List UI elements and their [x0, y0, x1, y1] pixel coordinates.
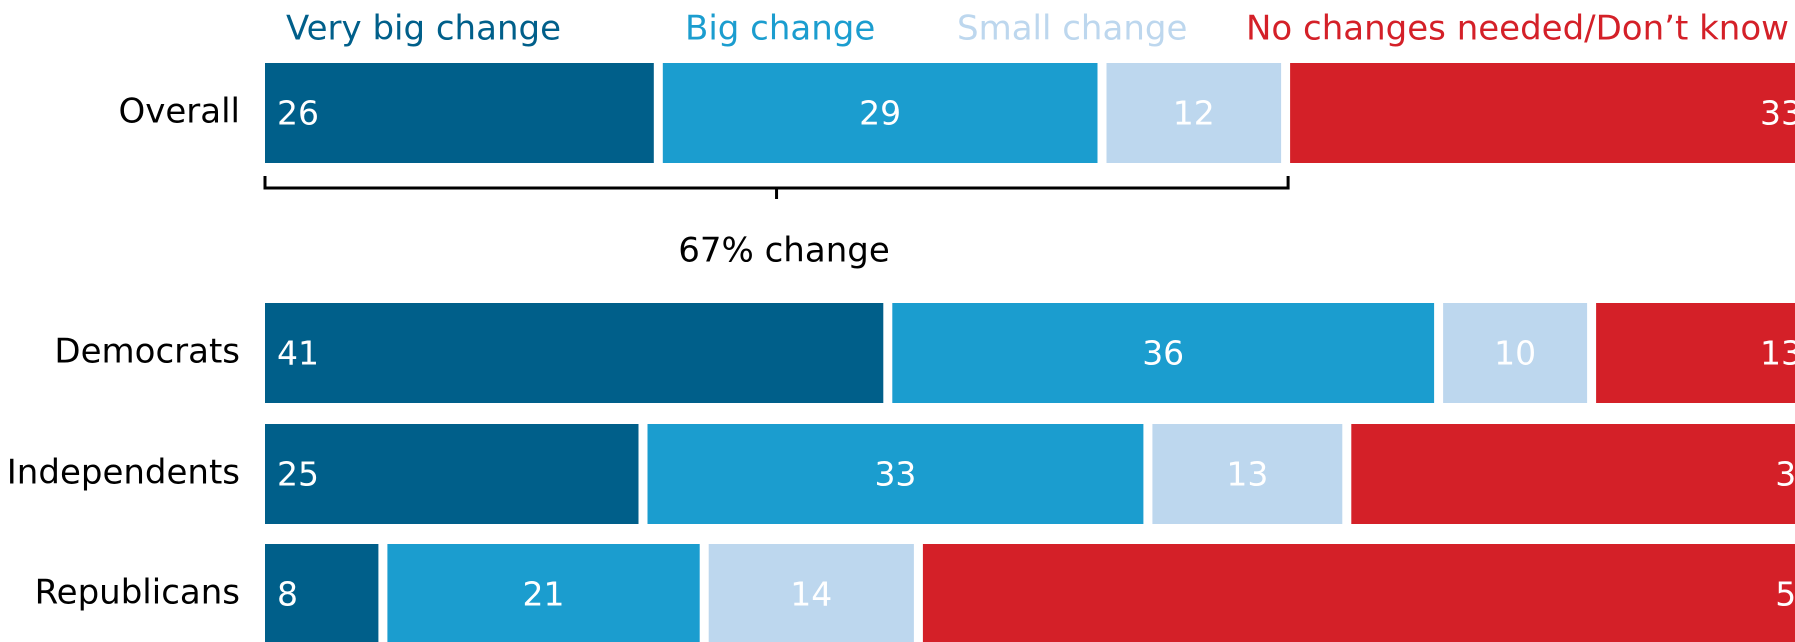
bar-segment — [265, 544, 379, 642]
bar-segment — [387, 544, 700, 642]
bar-segment — [1443, 303, 1588, 403]
bar-segment — [647, 424, 1144, 524]
value-label: 13 — [1760, 334, 1795, 373]
value-label: 14 — [790, 575, 832, 614]
bar-segment — [1351, 424, 1795, 524]
category-label: Independents — [7, 453, 240, 493]
bar-segment — [265, 424, 639, 524]
value-label: 41 — [277, 334, 319, 373]
category-label: Overall — [118, 92, 240, 132]
bar-segment — [1152, 424, 1343, 524]
annotation: 67% change — [678, 231, 890, 271]
value-label: 13 — [1226, 455, 1268, 494]
value-label: 58 — [1775, 575, 1795, 614]
value-label: 26 — [277, 94, 319, 133]
value-label: 12 — [1173, 94, 1215, 133]
bar-segment — [1290, 63, 1795, 163]
legend-label: Big change — [685, 9, 875, 49]
bar-segment — [265, 63, 654, 163]
legend-label: Very big change — [286, 9, 561, 49]
value-label: 30 — [1775, 455, 1795, 494]
bracket — [263, 176, 1290, 199]
legend-label: Small change — [957, 9, 1187, 49]
value-label: 33 — [874, 455, 916, 494]
bar-segment — [708, 544, 914, 642]
category-label: Republicans — [35, 573, 240, 613]
value-label: 25 — [277, 455, 319, 494]
value-label: 29 — [859, 94, 901, 133]
value-label: 10 — [1494, 334, 1536, 373]
bar-segment — [265, 303, 884, 403]
value-label: 21 — [523, 575, 565, 614]
bar-segment — [892, 303, 1435, 403]
legend-label: No changes needed/Don’t know — [1246, 9, 1789, 49]
value-label: 36 — [1142, 334, 1184, 373]
bar-segment — [662, 63, 1098, 163]
bar-segment — [1106, 63, 1282, 163]
value-label: 33 — [1760, 94, 1795, 133]
bar-segment — [1596, 303, 1795, 403]
value-label: 8 — [277, 575, 298, 614]
category-label: Democrats — [54, 332, 240, 372]
bar-segment — [922, 544, 1795, 642]
